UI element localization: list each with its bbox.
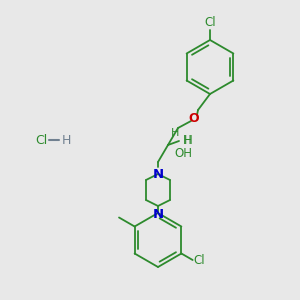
Text: N: N (152, 208, 164, 221)
Text: O: O (189, 112, 199, 124)
Text: H: H (183, 134, 192, 146)
Text: N: N (152, 168, 164, 181)
Text: Cl: Cl (204, 16, 216, 29)
Text: H: H (184, 134, 193, 148)
Text: H: H (171, 128, 179, 138)
Text: OH: OH (174, 147, 192, 160)
Text: Cl: Cl (194, 254, 205, 268)
Text: Cl: Cl (35, 134, 47, 146)
Text: H: H (62, 134, 71, 146)
